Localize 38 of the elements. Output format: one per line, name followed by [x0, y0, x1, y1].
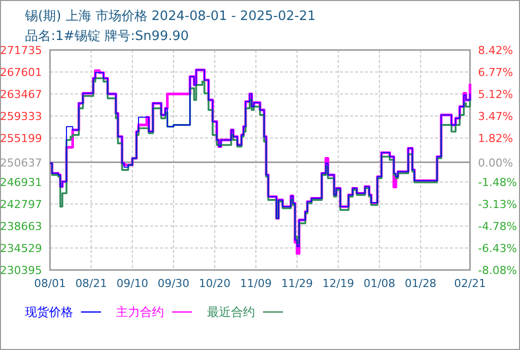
y-tick-label: 255199 — [0, 132, 42, 145]
y2-tick-label: 3.47% — [478, 110, 513, 123]
x-tick-label: 01/08 — [364, 277, 396, 290]
y2-tick-label: -1.48% — [478, 176, 517, 189]
x-tick-label: 08/21 — [75, 277, 108, 290]
y2-tick-label: -6.43% — [478, 242, 517, 255]
x-tick-label: 12/19 — [322, 277, 354, 290]
y-tick-label: 259333 — [0, 110, 42, 123]
y-tick-label: 246931 — [0, 176, 42, 189]
y-tick-label: 242797 — [0, 198, 42, 211]
y2-tick-label: 1.82% — [478, 132, 513, 145]
y-tick-label: 234529 — [0, 242, 42, 255]
y2-tick-label: -8.08% — [478, 264, 517, 277]
x-tick-label: 01/28 — [404, 277, 436, 290]
y-tick-label: 267601 — [0, 66, 42, 79]
legend-label: 主力合约 — [116, 305, 164, 319]
y2-tick-label: 0.00% — [478, 156, 513, 170]
y-tick-label: 238663 — [0, 220, 42, 233]
y2-tick-label: -3.13% — [478, 198, 517, 211]
y2-tick-label: 6.77% — [478, 66, 513, 79]
y-tick-label: 271735 — [0, 44, 42, 57]
x-tick-label: 08/01 — [34, 277, 66, 290]
x-tick-label: 11/09 — [240, 277, 272, 290]
y2-tick-label: 5.12% — [478, 88, 513, 101]
legend-label: 最近合约 — [207, 305, 255, 319]
x-tick-label: 09/10 — [116, 277, 148, 290]
chart-title: 锡(期) 上海 市场价格 2024-08-01 - 2025-02-21 — [24, 9, 316, 24]
y2-tick-label: 8.42% — [478, 44, 513, 57]
legend-label: 现货价格 — [25, 305, 73, 319]
x-tick-label: 09/30 — [158, 277, 190, 290]
y-tick-label: 250637 — [0, 156, 42, 170]
y-tick-label: 230395 — [0, 264, 42, 277]
x-tick-label: 11/29 — [281, 277, 313, 290]
x-tick-label: 10/20 — [198, 277, 231, 290]
y-tick-label: 263467 — [0, 88, 42, 101]
chart-subtitle: 品名:1#锡锭 牌号:Sn99.90 — [25, 29, 189, 44]
x-tick-label: 02/21 — [454, 277, 486, 290]
y2-tick-label: -4.78% — [478, 220, 517, 233]
